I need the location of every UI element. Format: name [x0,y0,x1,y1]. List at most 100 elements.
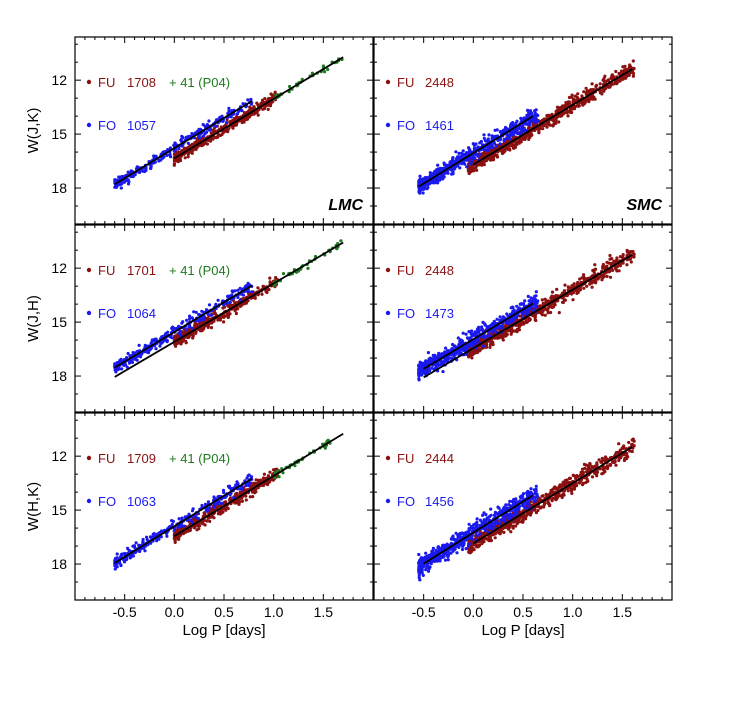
fu-point [221,306,225,310]
fu-point [179,342,183,346]
fu-point [608,253,612,258]
fo-point [519,127,523,132]
scatter-points [113,239,344,378]
fu-point [243,488,247,492]
fo-point [451,161,455,165]
fu-point [248,105,252,109]
fit-line-fo [114,284,253,369]
fu-point [212,516,216,520]
fo-point [482,133,486,137]
fu-point [572,282,576,286]
fo-point [238,298,242,302]
fu-point [557,120,561,124]
fu-point [241,297,245,301]
fu-point [174,153,178,157]
fu-point [256,113,260,117]
fu-point [190,332,194,336]
fu-point [598,91,603,95]
fu-point [504,334,508,338]
fu-point [208,519,212,524]
fo-point [417,363,421,367]
fu-point [173,158,177,163]
fo-point [495,317,499,321]
fu-point [576,290,580,295]
fo-point [152,339,156,343]
fit-line-fu [173,56,344,160]
fo-point [127,361,132,365]
fo-point [461,331,465,335]
fo-point [160,341,164,345]
fu-legend-label: FU [98,263,115,278]
y-tick-label: 18 [51,368,67,384]
fu-point [271,477,275,482]
fo-point [527,121,531,125]
fit-line-fo [423,302,534,370]
fu-point [509,143,513,147]
fu-legend-marker [86,267,92,273]
fo-point [457,151,461,155]
fu-point [615,264,620,268]
fo-point [451,342,455,347]
fo-point [435,181,439,185]
fu-point [570,95,574,99]
fo-point [456,350,460,354]
fu-point [229,496,233,500]
fu-point [227,126,231,130]
fu-point [632,66,636,71]
scatter-points [417,59,636,195]
fit-line-fu [423,253,633,379]
fu-point [208,139,213,143]
fu-point [621,255,625,260]
fo-point [471,142,475,146]
fu-point [224,508,228,512]
fu-legend-label: FU [397,263,414,278]
fu-point [263,97,267,101]
fu-point [223,500,227,504]
fo-point [172,149,176,153]
fu-point [234,311,238,316]
fu-point [244,498,248,502]
fu-point [587,100,591,104]
fo-point [534,290,538,294]
fu-point [231,125,235,129]
fo-point [466,344,470,348]
galaxy-label: SMC [626,197,662,214]
fo-point [441,370,445,374]
fo-point [533,294,537,298]
scatter-points [113,432,344,571]
fo-point [207,303,212,307]
p04-point [326,67,330,72]
fo-count: 1064 [127,306,156,321]
fo-point [164,332,168,336]
fo-point [240,109,244,113]
fu-point [631,59,635,63]
fo-point [501,315,505,319]
fo-point [523,299,527,303]
fu-point [501,150,505,154]
fo-point [173,141,177,145]
fu-point [506,329,511,333]
fo-point [154,347,158,351]
fo-point [465,151,469,155]
fu-point [512,143,517,147]
fo-point [458,155,462,160]
fo-point [471,332,475,336]
y-tick-label: 12 [51,260,67,276]
fu-point [521,137,525,141]
fu-point [593,263,597,267]
fu-point [590,82,594,86]
fo-point [526,294,530,298]
fu-point [219,511,223,515]
fo-point [168,146,172,150]
fu-point [571,107,575,111]
fo-point [514,130,518,134]
fu-point [485,343,489,347]
fu-point [244,117,249,122]
fo-point [187,325,191,329]
fu-point [615,269,619,273]
fu-point [186,334,190,338]
p04-point [288,84,292,89]
fo-point [190,326,194,330]
